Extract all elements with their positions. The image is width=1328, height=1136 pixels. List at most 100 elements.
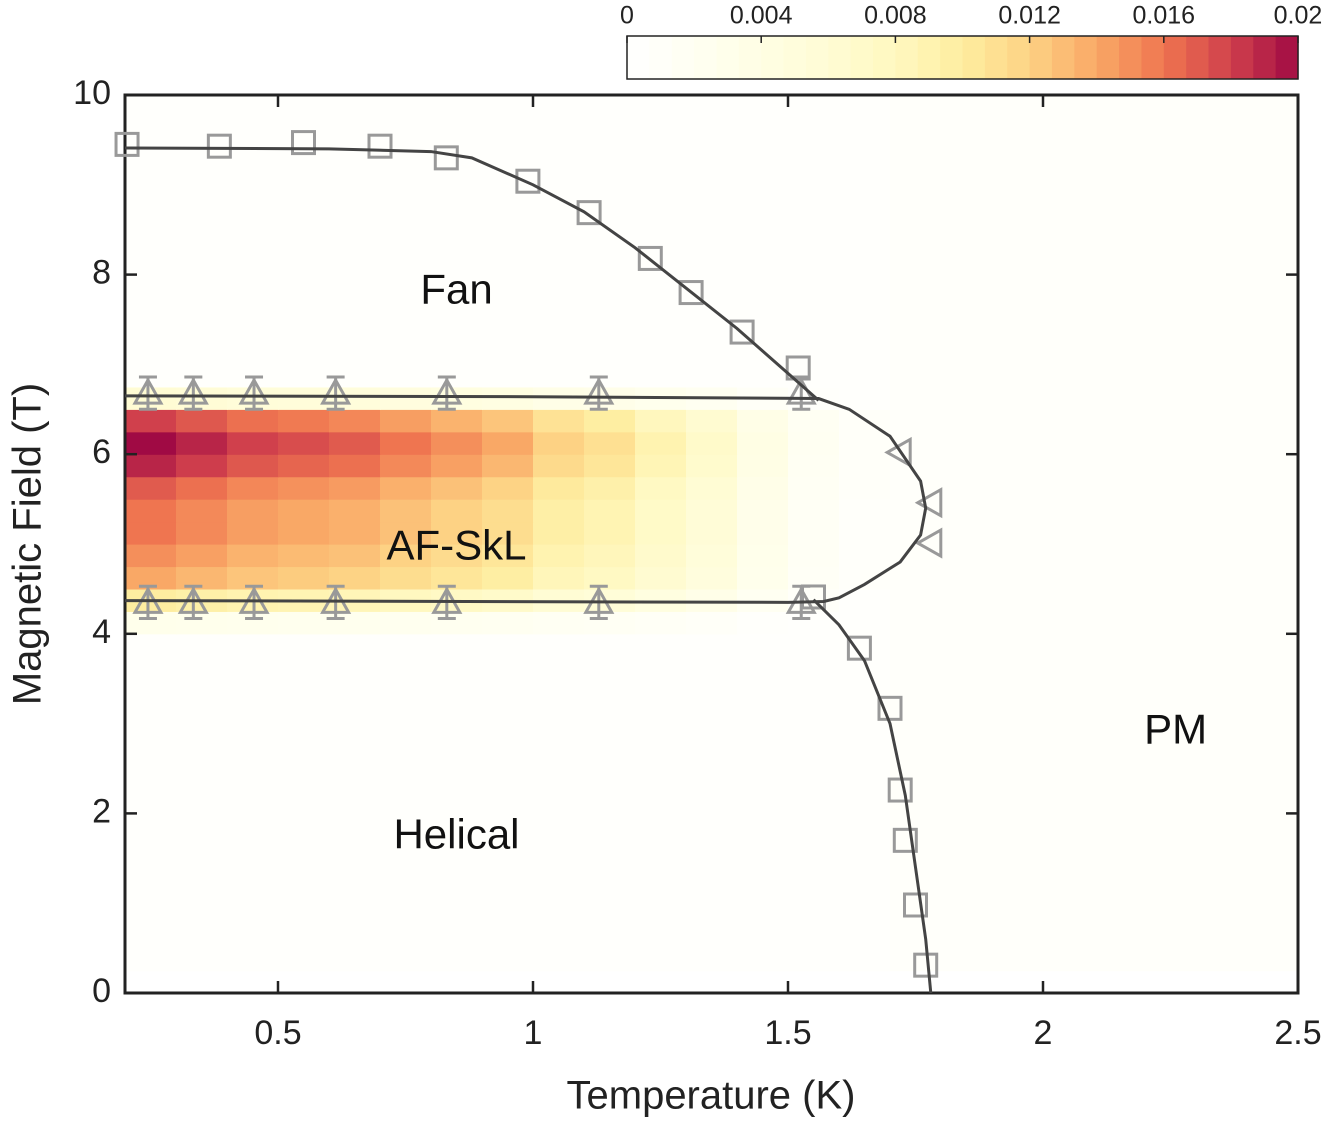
heatmap-cell	[1145, 566, 1197, 590]
heatmap-cell	[788, 723, 840, 814]
heatmap-cell	[227, 476, 279, 500]
heatmap-cell	[788, 566, 840, 590]
heatmap-cell	[1196, 544, 1248, 568]
heatmap-cell	[278, 431, 330, 455]
heatmap-cell	[1196, 274, 1248, 388]
heatmap-cell	[686, 431, 738, 455]
heatmap-cell	[482, 454, 534, 478]
heatmap-cell	[176, 521, 228, 545]
heatmap-cell	[1094, 409, 1146, 433]
colorbar-step	[984, 36, 1008, 79]
heatmap-cell	[482, 544, 534, 568]
heatmap-cell	[1043, 431, 1095, 455]
heatmap-cell	[941, 454, 993, 478]
heatmap-cell	[635, 95, 687, 276]
heatmap-cell	[737, 611, 789, 635]
heatmap-cell	[1145, 409, 1197, 433]
square-marker	[729, 319, 755, 345]
heatmap-cell	[992, 566, 1044, 590]
heatmap-cell	[329, 499, 381, 523]
heatmap-cell	[1094, 611, 1146, 635]
heatmap-cell	[1247, 521, 1299, 545]
heatmap-cell	[482, 633, 534, 725]
heatmap-cell	[890, 386, 942, 410]
heatmap-cell	[380, 633, 432, 725]
heatmap-cell	[1043, 521, 1095, 545]
heatmap-cell	[941, 544, 993, 568]
heatmap-cell	[1196, 431, 1248, 455]
heatmap-cell	[686, 813, 738, 904]
heatmap-cell	[1043, 611, 1095, 635]
heatmap-cell	[329, 431, 381, 455]
heatmap-cell	[992, 521, 1044, 545]
heatmap-cell	[176, 431, 228, 455]
heatmap-cell	[941, 566, 993, 590]
heatmap-cell	[1196, 499, 1248, 523]
heatmap-cell	[737, 588, 789, 612]
colorbar-step	[1141, 36, 1165, 79]
heatmap-cell	[1247, 723, 1299, 814]
heatmap-cell	[533, 813, 585, 904]
heatmap-cell	[1247, 454, 1299, 478]
heatmap-cell	[125, 813, 177, 904]
heatmap-cell	[686, 723, 738, 814]
heatmap-cell	[941, 274, 993, 388]
heatmap-cell	[533, 521, 585, 545]
heatmap-cell	[533, 633, 585, 725]
heatmap-cell	[125, 454, 177, 478]
heatmap-cell	[1094, 588, 1146, 612]
heatmap-cell	[533, 544, 585, 568]
heatmap-cell	[278, 903, 330, 972]
heatmap-cell	[635, 566, 687, 590]
heatmap-cell	[329, 521, 381, 545]
heatmap-cell	[431, 544, 483, 568]
heatmap-cell	[890, 521, 942, 545]
heatmap-cell	[278, 499, 330, 523]
heatmap-cell	[1196, 566, 1248, 590]
heatmap-cell	[125, 903, 177, 972]
square-marker	[887, 777, 913, 803]
y-tick-label: 2	[92, 792, 111, 830]
colorbar-step	[1119, 36, 1143, 79]
heatmap-cell	[125, 409, 177, 433]
heatmap-cell	[1247, 813, 1299, 904]
heatmap-cell	[329, 409, 381, 433]
heatmap-cell	[788, 544, 840, 568]
heatmap-cell	[380, 723, 432, 814]
colorbar-step	[940, 36, 964, 79]
heatmap-cell	[1247, 499, 1299, 523]
heatmap-cell	[737, 476, 789, 500]
heatmap-cell	[431, 633, 483, 725]
colorbar-step	[962, 36, 986, 79]
heatmap-cell	[125, 633, 177, 725]
heatmap-cell	[533, 454, 585, 478]
heatmap-cell	[584, 431, 636, 455]
heatmap-cell	[941, 813, 993, 904]
heatmap-cell	[176, 95, 228, 276]
heatmap-cell	[278, 566, 330, 590]
heatmap-cell	[1247, 386, 1299, 410]
heatmap-cell	[584, 454, 636, 478]
heatmap-cell	[788, 813, 840, 904]
heatmap-cell	[278, 386, 330, 410]
square-marker	[291, 130, 316, 156]
heatmap-cell	[176, 274, 228, 388]
heatmap-cell	[941, 903, 993, 972]
heatmap-cell	[788, 409, 840, 433]
heatmap-cell	[431, 521, 483, 545]
colorbar-frame	[626, 35, 1299, 80]
heatmap-cell	[380, 813, 432, 904]
heatmap-cell	[686, 476, 738, 500]
heatmap-cell	[1145, 454, 1197, 478]
heatmap-cell	[431, 95, 483, 276]
heatmap-cell	[1094, 431, 1146, 455]
square-marker	[114, 131, 140, 157]
y-tick-label: 10	[73, 74, 111, 112]
heatmap-cell	[941, 431, 993, 455]
heatmap-cell	[176, 566, 228, 590]
heatmap-cell	[227, 566, 279, 590]
square-marker	[678, 280, 704, 306]
heatmap-cell	[941, 95, 993, 276]
heatmap-cell	[737, 499, 789, 523]
heatmap-cell	[839, 611, 891, 635]
